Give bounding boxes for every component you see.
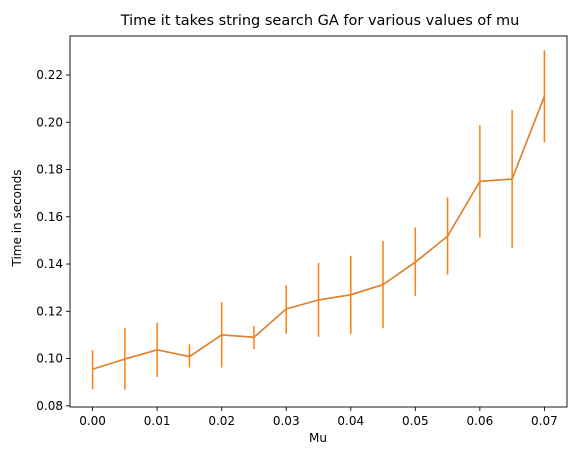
plot-area (91, 50, 546, 390)
axes: 0.00 0.01 0.02 0.03 0.04 0.05 0.06 0.07 0.08 0.10… (36, 35, 568, 428)
x-tick-label: 0.00 (79, 414, 106, 428)
y-tick-label: 0.08 (36, 399, 63, 413)
x-tick-label: 0.04 (337, 414, 364, 428)
y-tick-label: 0.12 (36, 304, 63, 318)
x-tick-label: 0.03 (273, 414, 300, 428)
x-tick-label: 0.05 (402, 414, 429, 428)
x-tick-label: 0.06 (467, 414, 494, 428)
x-axis-label: Mu (309, 431, 327, 445)
axes-frame (69, 35, 568, 408)
x-tick-label: 0.02 (208, 414, 235, 428)
y-tick-label: 0.16 (36, 210, 63, 224)
y-tick-label: 0.18 (36, 163, 63, 177)
y-tick-label: 0.14 (36, 257, 63, 271)
y-tick-label: 0.10 (36, 352, 63, 366)
x-tick-label: 0.07 (531, 414, 558, 428)
y-tick-label: 0.22 (36, 68, 63, 82)
y-tick-label: 0.20 (36, 115, 63, 129)
x-tick-label: 0.01 (144, 414, 171, 428)
y-axis-label: Time in seconds (10, 170, 24, 268)
chart-title: Time it takes string search GA for vario… (120, 13, 520, 29)
